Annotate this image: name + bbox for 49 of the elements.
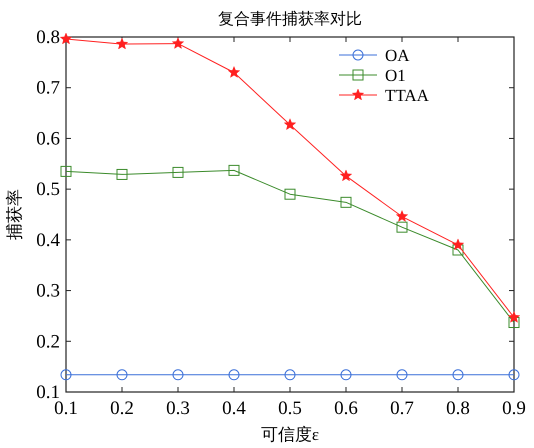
x-tick-label: 0.5 <box>278 398 302 419</box>
x-axis-title: 可信度ε <box>260 425 320 444</box>
point <box>60 32 72 44</box>
x-tick-label: 0.2 <box>110 398 134 419</box>
point <box>284 369 296 380</box>
chart-title: 复合事件捕获率对比 <box>218 10 362 28</box>
point <box>172 166 184 178</box>
legend-label: TTAA <box>385 86 430 105</box>
point <box>508 369 520 380</box>
point <box>452 238 464 250</box>
point <box>116 38 128 50</box>
point <box>116 168 128 180</box>
y-tick-label: 0.7 <box>36 78 60 99</box>
point <box>396 369 408 380</box>
point <box>172 369 184 380</box>
point <box>228 369 240 380</box>
point <box>452 244 464 256</box>
x-tick-label: 0.9 <box>502 398 526 419</box>
point <box>284 118 296 130</box>
x-tick-label: 0.8 <box>446 398 470 419</box>
x-tick-label: 0.1 <box>54 398 78 419</box>
point <box>508 317 520 328</box>
x-tick-label: 0.7 <box>390 398 414 419</box>
point <box>60 166 72 177</box>
y-tick-label: 0.4 <box>36 230 60 251</box>
y-tick-label: 0.3 <box>36 280 60 302</box>
y-tick-label: 0.5 <box>36 179 60 200</box>
legend-label: O1 <box>385 66 406 85</box>
legend-label: OA <box>385 46 410 65</box>
y-tick-label: 0.6 <box>36 128 60 150</box>
point <box>340 170 352 182</box>
point <box>508 311 520 323</box>
point <box>340 369 352 380</box>
point <box>172 37 184 49</box>
point <box>228 164 240 176</box>
point <box>116 369 128 380</box>
y-tick-label: 0.8 <box>36 27 60 48</box>
y-tick-label: 0.2 <box>36 331 60 352</box>
y-axis-title: 捕获率 <box>5 189 24 240</box>
x-tick-label: 0.3 <box>166 398 190 419</box>
x-tick-label: 0.4 <box>222 398 246 419</box>
point <box>340 196 352 208</box>
point <box>452 369 464 380</box>
x-tick-label: 0.6 <box>334 398 358 419</box>
point <box>396 210 408 222</box>
point <box>284 188 296 200</box>
point <box>60 369 72 380</box>
point <box>228 66 240 78</box>
point <box>396 222 408 233</box>
